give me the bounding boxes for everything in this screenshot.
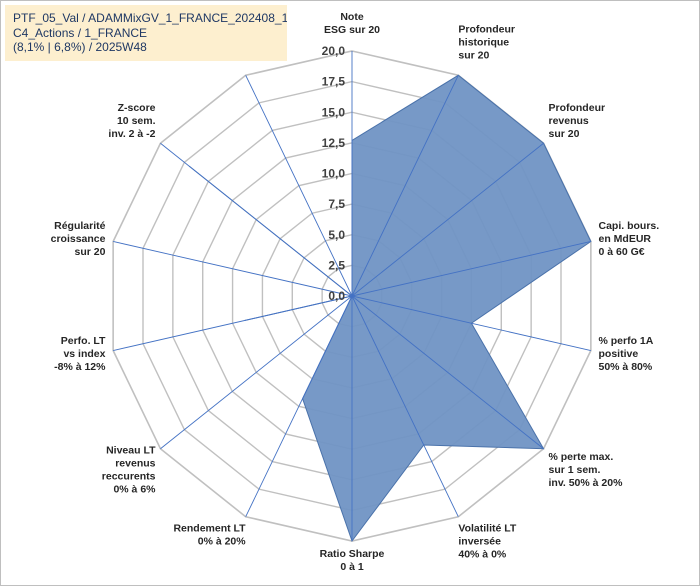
tick-label: 15,0 bbox=[322, 105, 346, 119]
spoke-10 bbox=[113, 295, 353, 351]
axis-label-9: Niveau LT revenus reccurents 0% à 6% bbox=[102, 444, 156, 495]
axis-label-7: Ratio Sharpe 0 à 1 bbox=[320, 548, 385, 573]
axis-label-1: Profondeur historique sur 20 bbox=[458, 24, 515, 62]
spoke-12 bbox=[160, 142, 353, 297]
spoke-3 bbox=[351, 241, 591, 297]
tick-label: 7,5 bbox=[328, 197, 345, 211]
spoke-13 bbox=[245, 75, 353, 297]
axis-label-2: Profondeur revenus sur 20 bbox=[548, 102, 605, 140]
tick-label: 12,5 bbox=[322, 136, 346, 150]
spoke-5 bbox=[351, 295, 544, 450]
axis-label-12: Z-score 10 sem. inv. 2 à -2 bbox=[108, 102, 155, 140]
header-line-2: C4_Actions / 1_FRANCE bbox=[13, 25, 148, 40]
tick-label: 17,5 bbox=[322, 75, 346, 89]
tick-label: 0,0 bbox=[328, 289, 345, 303]
spoke-6 bbox=[351, 295, 459, 517]
header-line-3: (8,1% | 6,8%) / 2025W48 bbox=[13, 40, 147, 54]
tick-label: 2,5 bbox=[328, 258, 345, 272]
spoke-4 bbox=[351, 295, 591, 351]
tick-label: 5,0 bbox=[328, 228, 345, 242]
spoke-9 bbox=[160, 295, 353, 450]
axis-label-0: Note ESG sur 20 bbox=[324, 11, 380, 36]
axis-label-5: % perte max. sur 1 sem. inv. 50% à 20% bbox=[548, 451, 623, 489]
axis-label-3: Capi. bours. en MdEUR 0 à 60 G€ bbox=[599, 220, 660, 258]
spoke-layer bbox=[113, 51, 591, 541]
axis-label-6: Volatilité LT inversée 40% à 0% bbox=[458, 522, 517, 560]
axis-label-4: % perfo 1A positive 50% à 80% bbox=[599, 335, 654, 373]
spoke-8 bbox=[245, 295, 353, 517]
tick-label: 20,0 bbox=[322, 44, 346, 58]
axis-label-10: Perfo. LT vs index -8% à 12% bbox=[54, 335, 106, 373]
tick-layer: 0,0 2,5 5,0 7,5 10,0 12,5 15,0 17,5 20,0 bbox=[322, 44, 346, 303]
tick-label: 10,0 bbox=[322, 167, 346, 181]
header-info-box: PTF_05_Val / ADAMMixGV_1_FRANCE_202408_1… bbox=[5, 5, 287, 61]
label-layer: Note ESG sur 20 Profondeur historique sur 20… bbox=[51, 11, 660, 573]
axis-label-11: Régularité croissance sur 20 bbox=[51, 220, 106, 258]
spoke-1 bbox=[351, 75, 459, 297]
axis-label-8: Rendement LT 0% à 20% bbox=[173, 522, 246, 547]
spoke-2 bbox=[351, 142, 544, 297]
header-line-1: PTF_05_Val / ADAMMixGV_1_FRANCE_202408_1… bbox=[13, 11, 287, 25]
spoke-11 bbox=[113, 241, 353, 297]
